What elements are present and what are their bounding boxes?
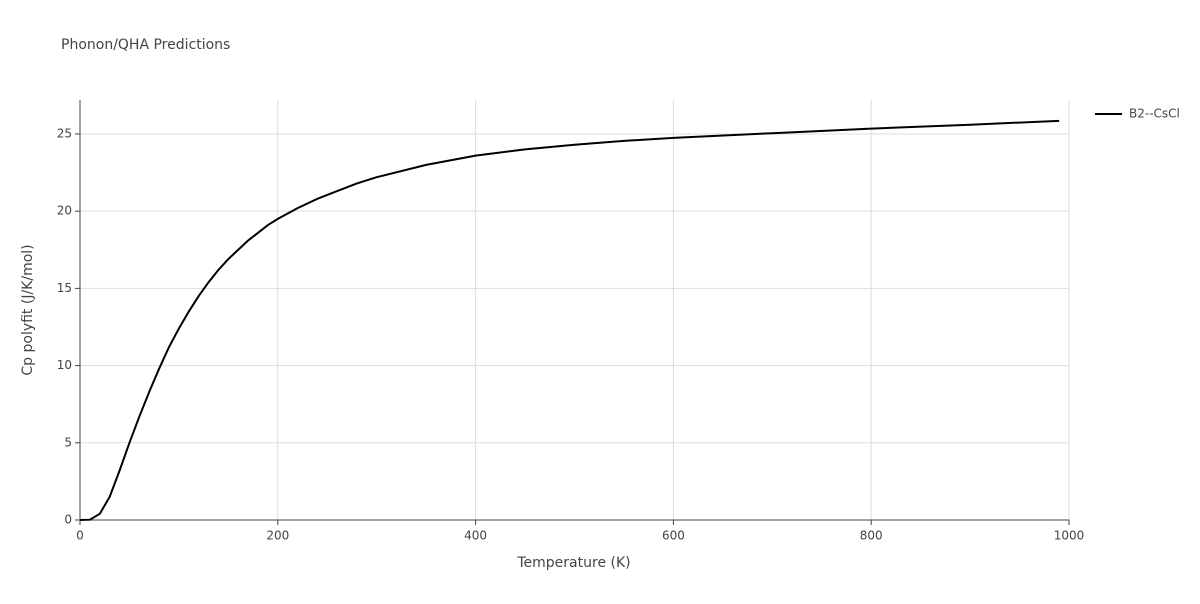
x-tick-label: 600 [662,529,685,543]
y-tick-label: 10 [57,358,72,372]
y-tick-label: 5 [64,435,72,449]
line [79,119,1060,521]
x-tick-label: 200 [266,529,289,543]
y-tick-label: 20 [57,204,72,218]
legend-label: B2--CsCl [1129,107,1180,121]
y-tick-label: 0 [64,513,72,527]
y-axis-label: Cp polyfit (J/K/mol) [20,244,36,375]
x-tick-label: 1000 [1054,529,1085,543]
x-tick-label: 400 [464,529,487,543]
x-axis-label: Temperature (K) [516,555,630,571]
x-tick-label: 800 [860,529,883,543]
chart-title: Phonon/QHA Predictions [61,37,230,53]
y-tick-label: 15 [57,281,72,295]
y-tick-label: 25 [57,126,72,140]
x-tick-label: 0 [76,529,84,543]
